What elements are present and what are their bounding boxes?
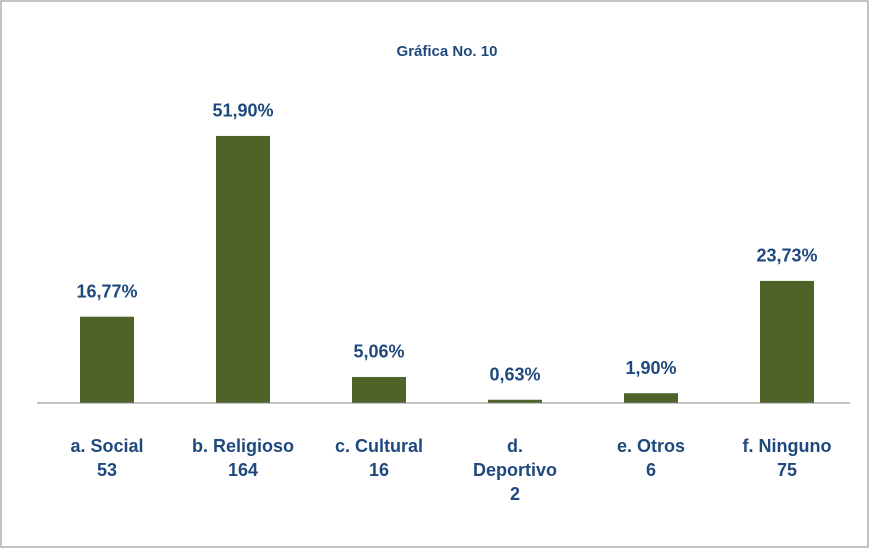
bar bbox=[624, 393, 678, 403]
bar bbox=[488, 399, 542, 403]
category-count: 75 bbox=[776, 460, 798, 480]
bar bbox=[352, 376, 406, 403]
value-label: 51,90% bbox=[212, 101, 273, 121]
category-count: 6 bbox=[645, 460, 656, 480]
x-tick-label: e. Otros bbox=[616, 436, 686, 456]
x-tick-label: b. Religioso bbox=[191, 436, 294, 456]
value-label: 23,73% bbox=[756, 246, 817, 266]
value-label: 16,77% bbox=[76, 281, 137, 301]
category-count: 16 bbox=[368, 460, 390, 480]
bar bbox=[80, 316, 134, 403]
value-label: 0,63% bbox=[489, 365, 540, 385]
x-tick-label: d. Deportivo bbox=[472, 436, 557, 480]
value-label: 5,06% bbox=[353, 342, 404, 362]
chart-title: Gráfica No. 10 bbox=[397, 43, 498, 60]
category-count: 53 bbox=[96, 460, 118, 480]
bar bbox=[760, 280, 814, 403]
category-count: 2 bbox=[509, 484, 520, 504]
category-count: 164 bbox=[227, 460, 259, 480]
x-tick-label: f. Ninguno bbox=[742, 436, 832, 456]
value-label: 1,90% bbox=[625, 358, 676, 378]
bar bbox=[216, 135, 270, 403]
x-tick-label: c. Cultural bbox=[334, 436, 423, 456]
x-tick-label: a. Social bbox=[70, 436, 144, 456]
